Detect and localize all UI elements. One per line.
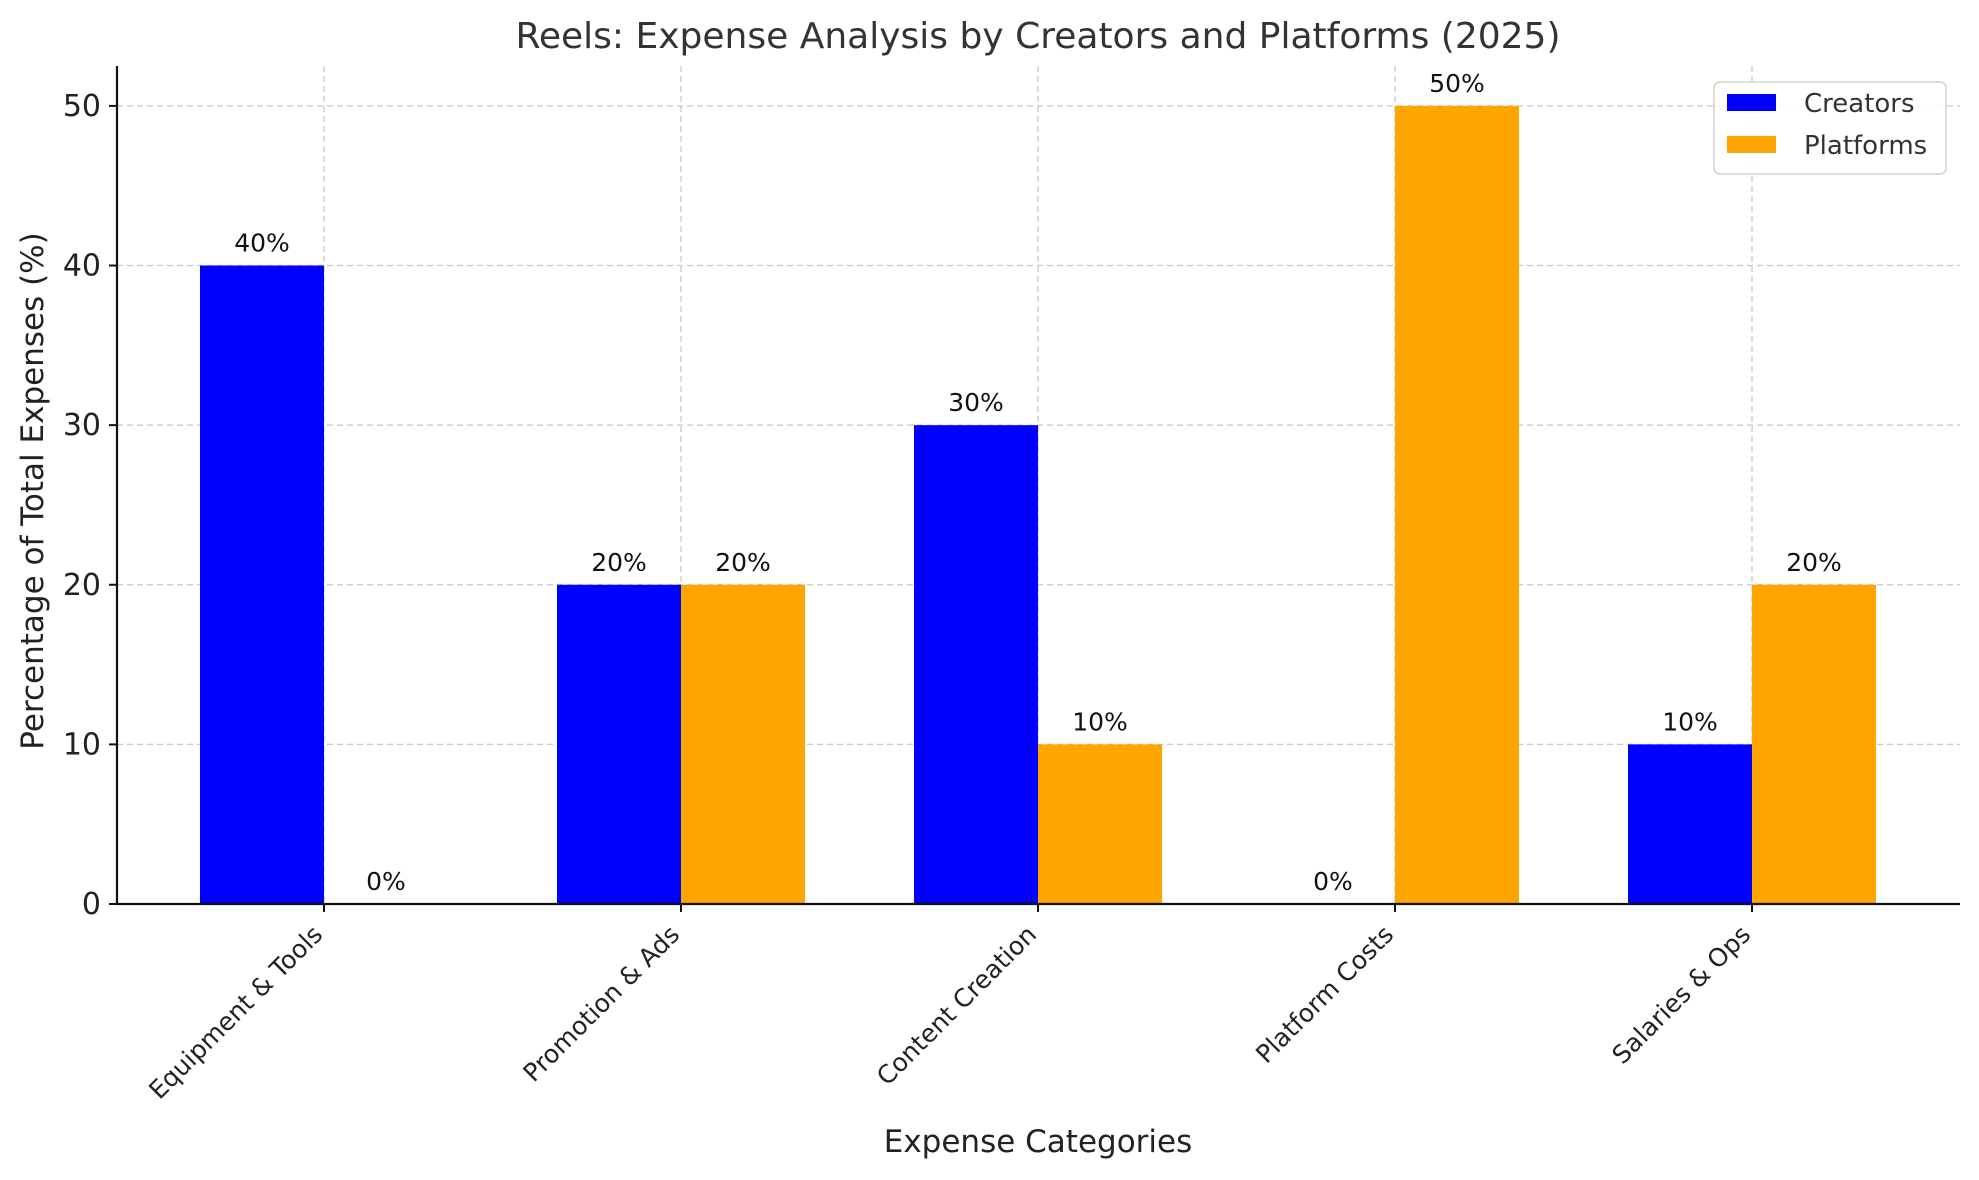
y-tick-label: 50 (63, 89, 101, 124)
data-label-creators: 40% (234, 229, 290, 258)
bar-platforms (1752, 584, 1876, 904)
bar-platforms (1395, 105, 1519, 904)
data-label-platforms: 0% (366, 867, 406, 896)
data-label-platforms: 20% (1786, 548, 1842, 577)
y-tick-label: 10 (63, 727, 101, 762)
legend-swatch-platforms (1727, 136, 1776, 153)
chart-title: Reels: Expense Analysis by Creators and … (515, 16, 1560, 57)
bar-creators (914, 425, 1038, 904)
x-tick-label: Promotion & Ads (518, 920, 686, 1088)
x-axis-title: Expense Categories (884, 1124, 1193, 1160)
data-label-platforms: 20% (715, 548, 771, 577)
y-tick-labels: 0 10 20 30 40 50 (63, 89, 117, 922)
bar-creators (1628, 744, 1752, 904)
legend-label-platforms: Platforms (1804, 131, 1927, 161)
data-label-creators: 0% (1313, 867, 1353, 896)
data-labels: 40% 0% 20% 20% 30% 10% 0% 50% 10% 20% (234, 69, 1842, 896)
x-tick-labels: Equipment & Tools Promotion & Ads Content … (143, 904, 1756, 1105)
x-tick-label: Equipment & Tools (143, 920, 328, 1105)
y-tick-label: 0 (82, 887, 101, 922)
x-tick-label: Content Creation (871, 920, 1042, 1091)
legend-label-creators: Creators (1804, 89, 1915, 119)
legend: Creators Platforms (1713, 81, 1947, 175)
y-tick-label: 30 (63, 408, 101, 443)
bar-creators (557, 584, 681, 904)
data-label-platforms: 50% (1429, 69, 1485, 98)
x-tick-label: Platform Costs (1250, 920, 1399, 1069)
x-tick-label: Salaries & Ops (1606, 920, 1756, 1070)
bar-creators (200, 265, 324, 904)
data-label-platforms: 10% (1072, 707, 1128, 736)
data-label-creators: 20% (591, 548, 647, 577)
data-label-creators: 10% (1662, 707, 1718, 736)
bar-platforms (1038, 744, 1162, 904)
legend-swatch-creators (1727, 94, 1776, 111)
y-tick-label: 20 (63, 568, 101, 603)
y-tick-label: 40 (63, 249, 101, 284)
y-axis-title: Percentage of Total Expenses (%) (15, 232, 51, 749)
bar-platforms (681, 584, 805, 904)
data-label-creators: 30% (948, 388, 1004, 417)
bars (200, 105, 1876, 904)
